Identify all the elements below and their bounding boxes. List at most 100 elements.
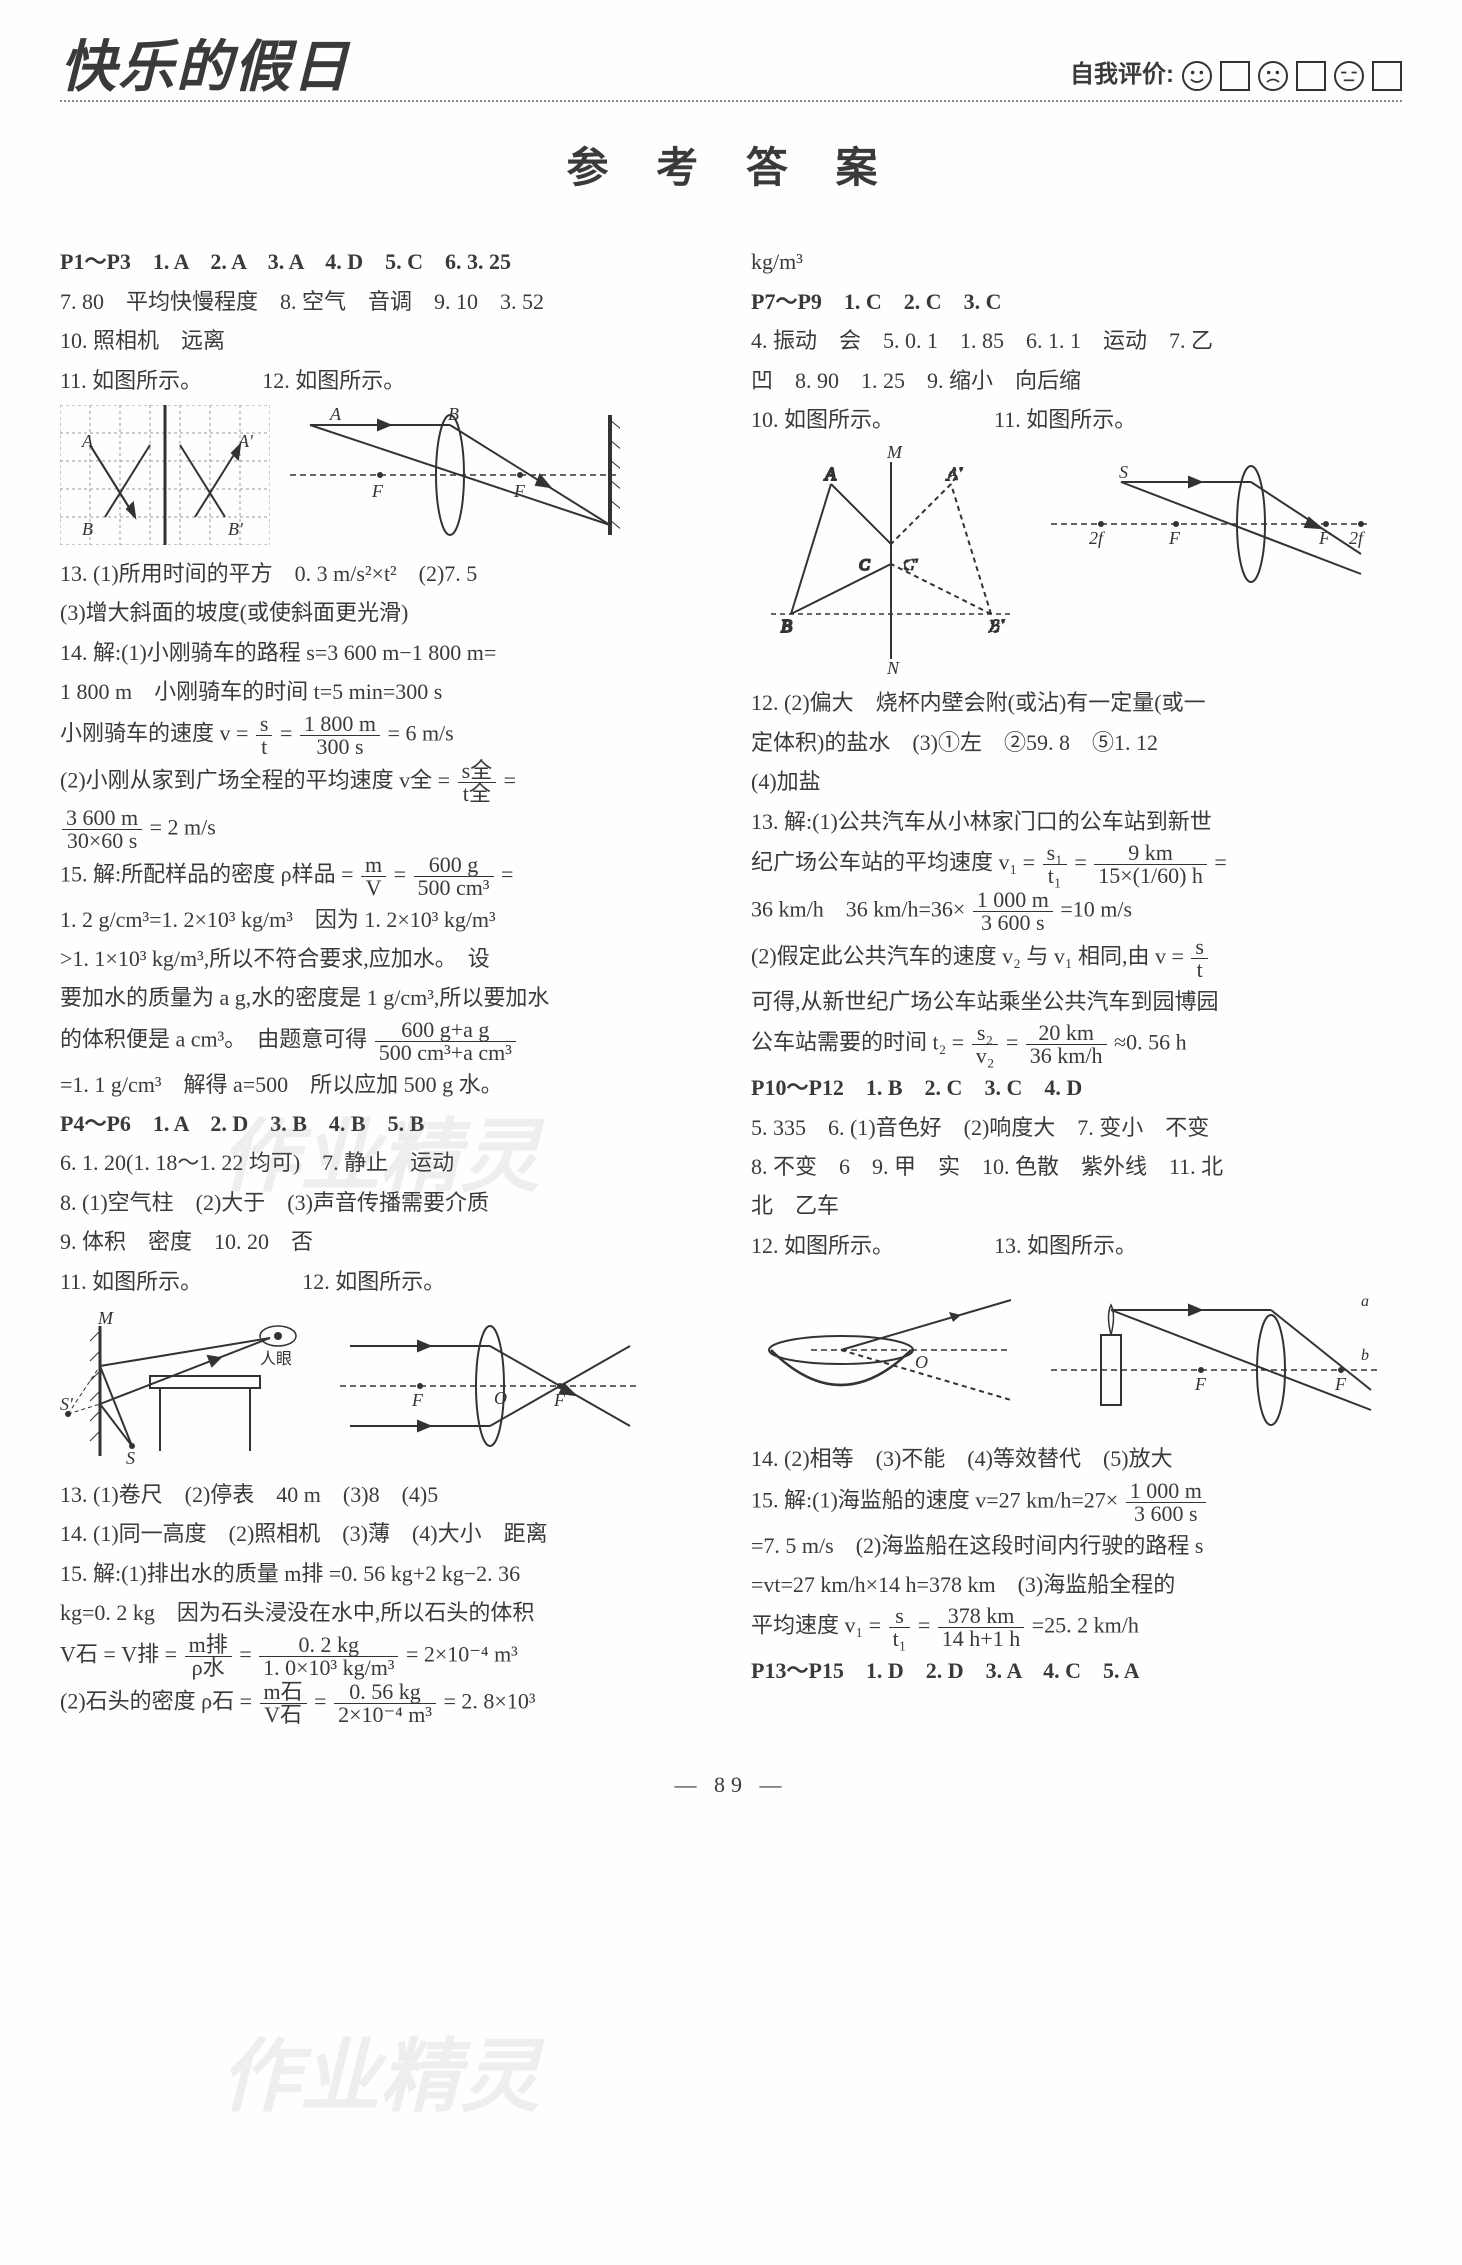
fraction: 600 g500 cm³ bbox=[414, 854, 494, 899]
svg-text:B': B' bbox=[989, 616, 1005, 636]
answer-line: 小刚骑车的速度 v = st = 1 800 m300 s = 6 m/s bbox=[60, 713, 711, 758]
answer-line: 14. (1)同一高度 (2)照相机 (3)薄 (4)大小 距离 bbox=[60, 1515, 711, 1552]
answer-line: (3)增大斜面的坡度(或使斜面更光滑) bbox=[60, 594, 711, 631]
fraction: st bbox=[256, 713, 273, 758]
answer-line: 5. 335 6. (1)音色好 (2)响度大 7. 变小 不变 bbox=[751, 1109, 1402, 1146]
diagram-lens-1: F F A B bbox=[290, 405, 620, 545]
watermark-2: 作业精灵 bbox=[220, 2010, 540, 2146]
fraction: 20 km36 km/h bbox=[1026, 1022, 1107, 1067]
answer-line: =7. 5 m/s (2)海监船在这段时间内行驶的路程 s bbox=[751, 1527, 1402, 1564]
svg-text:人眼: 人眼 bbox=[260, 1350, 292, 1368]
smile-face-icon bbox=[1182, 61, 1212, 91]
fraction: st₁ bbox=[889, 1605, 911, 1650]
answer-line: 平均速度 v₁ = st₁ = 378 km14 h+1 h =25. 2 km… bbox=[751, 1605, 1402, 1650]
diagram-plane-mirror: M N A B C A' B' C' bbox=[751, 444, 1031, 674]
answer-line: kg=0. 2 kg 因为石头浸没在水中,所以石头的体积 bbox=[60, 1594, 711, 1631]
text: = 2. 8×10³ bbox=[444, 1688, 536, 1713]
svg-text:O: O bbox=[494, 1388, 507, 1408]
page-title: 参 考 答 案 bbox=[60, 132, 1402, 203]
svg-text:A': A' bbox=[946, 464, 963, 484]
answer-line: 10. 照相机 远离 bbox=[60, 322, 711, 359]
svg-text:2f: 2f bbox=[1349, 528, 1366, 548]
text: P10～P12 1. B 2. C 3. C 4. D bbox=[751, 1075, 1082, 1100]
svg-text:F: F bbox=[1168, 528, 1181, 548]
answer-line: 北 乙车 bbox=[751, 1187, 1402, 1224]
fraction: s全t全 bbox=[458, 760, 497, 805]
rating-box-2[interactable] bbox=[1296, 61, 1326, 91]
answer-line: P1～P3 1. A 2. A 3. A 4. D 5. C 6. 3. 25 bbox=[60, 243, 711, 280]
figure-p10-12-13: O F F a b bbox=[751, 1270, 1402, 1430]
answer-line: 13. 解:(1)公共汽车从小林家门口的公车站到新世 bbox=[751, 803, 1402, 840]
svg-text:S': S' bbox=[60, 1394, 74, 1414]
fraction: mV bbox=[361, 854, 386, 899]
svg-text:M: M bbox=[97, 1308, 114, 1328]
svg-text:a: a bbox=[1361, 1293, 1369, 1310]
answer-line: P7～P9 1. C 2. C 3. C bbox=[751, 283, 1402, 320]
text: P4～P6 1. A 2. D 3. B 4. B 5. B bbox=[60, 1111, 424, 1136]
fraction: 1 000 m3 600 s bbox=[1126, 1480, 1206, 1525]
fraction: m排ρ水 bbox=[185, 1634, 232, 1679]
text: 公车站需要的时间 t₂ = bbox=[751, 1030, 964, 1055]
answer-line: =1. 1 g/cm³ 解得 a=500 所以应加 500 g 水。 bbox=[60, 1066, 711, 1103]
text: 15. 解:所配样品的密度 ρ样品 = bbox=[60, 861, 354, 886]
answer-line: 公车站需要的时间 t₂ = s₂v₂ = 20 km36 km/h ≈0. 56… bbox=[751, 1022, 1402, 1067]
answer-line: >1. 1×10³ kg/m³,所以不符合要求,应加水。 设 bbox=[60, 940, 711, 977]
fraction: s₁t₁ bbox=[1043, 842, 1067, 887]
page-header: 快乐的假日 自我评价: bbox=[60, 40, 1402, 102]
fraction: 1 000 m3 600 s bbox=[973, 889, 1053, 934]
answer-line: 14. 解:(1)小刚骑车的路程 s=3 600 m−1 800 m= bbox=[60, 634, 711, 671]
text: P1～P3 1. A 2. A 3. A 4. D 5. C 6. 3. 25 bbox=[60, 249, 511, 274]
text: P13～P15 1. D 2. D 3. A 4. C 5. A bbox=[751, 1658, 1140, 1683]
svg-text:C': C' bbox=[903, 557, 918, 574]
svg-text:N: N bbox=[886, 658, 900, 674]
svg-text:S: S bbox=[1119, 462, 1128, 482]
text: 15. 解:(1)海监船的速度 v=27 km/h=27× bbox=[751, 1487, 1118, 1512]
answer-line: 10. 如图所示。 11. 如图所示。 bbox=[751, 401, 1402, 438]
answer-line: 要加水的质量为 a g,水的密度是 1 g/cm³,所以要加水 bbox=[60, 979, 711, 1016]
text: ≈0. 56 h bbox=[1114, 1030, 1187, 1055]
figure-p7-10-11: M N A B C A' B' C' bbox=[751, 444, 1402, 674]
page: 作业精灵 作业精灵 快乐的假日 自我评价: 参 考 答 案 P1～P3 1. A… bbox=[60, 40, 1402, 1803]
text: =10 m/s bbox=[1060, 896, 1132, 921]
fraction: 1 800 m300 s bbox=[300, 713, 380, 758]
answer-line: 1 800 m 小刚骑车的时间 t=5 min=300 s bbox=[60, 673, 711, 710]
text: 13. 如图所示。 bbox=[994, 1227, 1137, 1264]
answer-line: (2)假定此公共汽车的速度 v₂ 与 v₁ 相同,由 v = st bbox=[751, 936, 1402, 981]
svg-text:F: F bbox=[1194, 1374, 1207, 1394]
diagram-grid-reflection: A A' B B' bbox=[60, 405, 270, 545]
text: (2)石头的密度 ρ石 = bbox=[60, 1688, 252, 1713]
figure-11-12-row: A A' B B' F F A B bbox=[60, 405, 711, 545]
diagram-candle-lens: F F a b bbox=[1051, 1270, 1381, 1430]
svg-text:B': B' bbox=[228, 519, 244, 539]
answer-line: P4～P6 1. A 2. D 3. B 4. B 5. B bbox=[60, 1105, 711, 1142]
self-rating: 自我评价: bbox=[1070, 55, 1402, 96]
answer-line: (2)石头的密度 ρ石 = m石V石 = 0. 56 kg2×10⁻⁴ m³ =… bbox=[60, 1681, 711, 1726]
rating-label: 自我评价: bbox=[1070, 55, 1174, 96]
svg-text:A': A' bbox=[237, 431, 254, 451]
rating-box-1[interactable] bbox=[1220, 61, 1250, 91]
answer-line: 可得,从新世纪广场公车站乘坐公共汽车到园博园 bbox=[751, 983, 1402, 1020]
answer-line: 纪广场公车站的平均速度 v₁ = s₁t₁ = 9 km15×(1/60) h … bbox=[751, 842, 1402, 887]
answer-line: V石 = V排 = m排ρ水 = 0. 2 kg1. 0×10³ kg/m³ =… bbox=[60, 1634, 711, 1679]
svg-text:B: B bbox=[82, 519, 93, 539]
fraction: 0. 56 kg2×10⁻⁴ m³ bbox=[334, 1681, 436, 1726]
answer-line: 14. (2)相等 (3)不能 (4)等效替代 (5)放大 bbox=[751, 1440, 1402, 1477]
text: 11. 如图所示。 bbox=[60, 362, 202, 399]
text: 11. 如图所示。 bbox=[994, 401, 1136, 438]
text: P7～P9 1. C 2. C 3. C bbox=[751, 289, 1002, 314]
diagram-lens-3: 2f F F 2f S bbox=[1051, 444, 1371, 604]
answer-line: =vt=27 km/h×14 h=378 km (3)海监船全程的 bbox=[751, 1566, 1402, 1603]
fraction: s₂v₂ bbox=[972, 1022, 999, 1067]
fraction: 3 600 m30×60 s bbox=[62, 807, 142, 852]
answer-line: 7. 80 平均快慢程度 8. 空气 音调 9. 10 3. 52 bbox=[60, 283, 711, 320]
answer-line: 12. (2)偏大 烧杯内壁会附(或沾)有一定量(或一 bbox=[751, 684, 1402, 721]
fraction: 9 km15×(1/60) h bbox=[1094, 842, 1207, 887]
text: = 2 m/s bbox=[150, 814, 216, 839]
text: V石 = V排 = bbox=[60, 1641, 177, 1666]
svg-text:A: A bbox=[824, 464, 837, 484]
diagram-bowl-mirror: O bbox=[751, 1270, 1031, 1420]
svg-text:F: F bbox=[411, 1390, 424, 1410]
rating-box-3[interactable] bbox=[1372, 61, 1402, 91]
svg-text:F: F bbox=[371, 481, 384, 501]
text: 10. 如图所示。 bbox=[751, 401, 894, 438]
